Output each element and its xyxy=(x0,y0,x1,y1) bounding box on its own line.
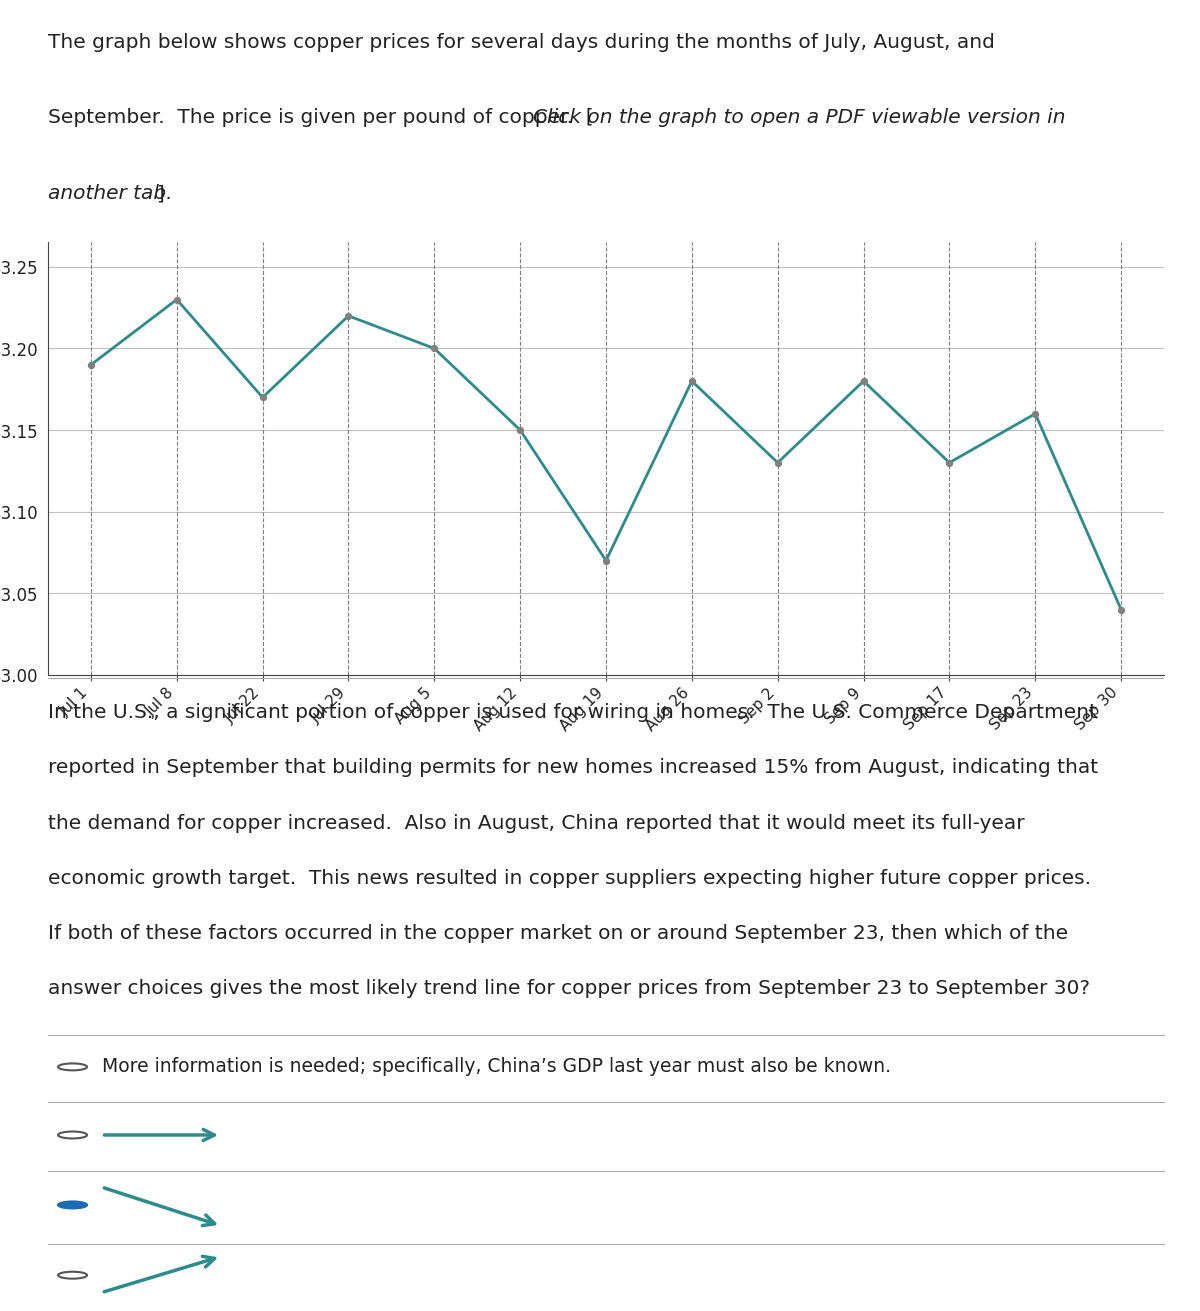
Text: More information is needed; specifically, China’s GDP last year must also be kno: More information is needed; specifically… xyxy=(102,1058,890,1076)
Point xyxy=(510,420,529,440)
Point xyxy=(683,371,702,392)
Point xyxy=(425,338,444,359)
Text: The graph below shows copper prices for several days during the months of July, : The graph below shows copper prices for … xyxy=(48,33,995,51)
Point xyxy=(940,452,959,473)
Point xyxy=(854,371,874,392)
Point xyxy=(596,551,616,572)
Text: Click on the graph to open a PDF viewable version in: Click on the graph to open a PDF viewabl… xyxy=(534,109,1066,127)
Text: reported in September that building permits for new homes increased 15% from Aug: reported in September that building perm… xyxy=(48,759,1098,777)
Point xyxy=(338,305,358,326)
Text: economic growth target.  This news resulted in copper suppliers expecting higher: economic growth target. This news result… xyxy=(48,869,1091,888)
Text: the demand for copper increased.  Also in August, China reported that it would m: the demand for copper increased. Also in… xyxy=(48,814,1025,832)
Text: answer choices gives the most likely trend line for copper prices from September: answer choices gives the most likely tre… xyxy=(48,979,1090,998)
Point xyxy=(768,452,787,473)
Point xyxy=(253,387,272,408)
Point xyxy=(1026,404,1045,425)
Point xyxy=(82,354,101,375)
Text: If both of these factors occurred in the copper market on or around September 23: If both of these factors occurred in the… xyxy=(48,924,1068,943)
Point xyxy=(1111,599,1130,620)
Text: September.  The price is given per pound of copper.  [: September. The price is given per pound … xyxy=(48,109,594,127)
Text: ]: ] xyxy=(156,184,164,203)
Text: In the U.S., a significant portion of copper is used for wiring in homes.  The U: In the U.S., a significant portion of co… xyxy=(48,703,1097,722)
Point xyxy=(167,288,186,309)
Text: another tab.: another tab. xyxy=(48,184,173,203)
Circle shape xyxy=(58,1201,88,1209)
